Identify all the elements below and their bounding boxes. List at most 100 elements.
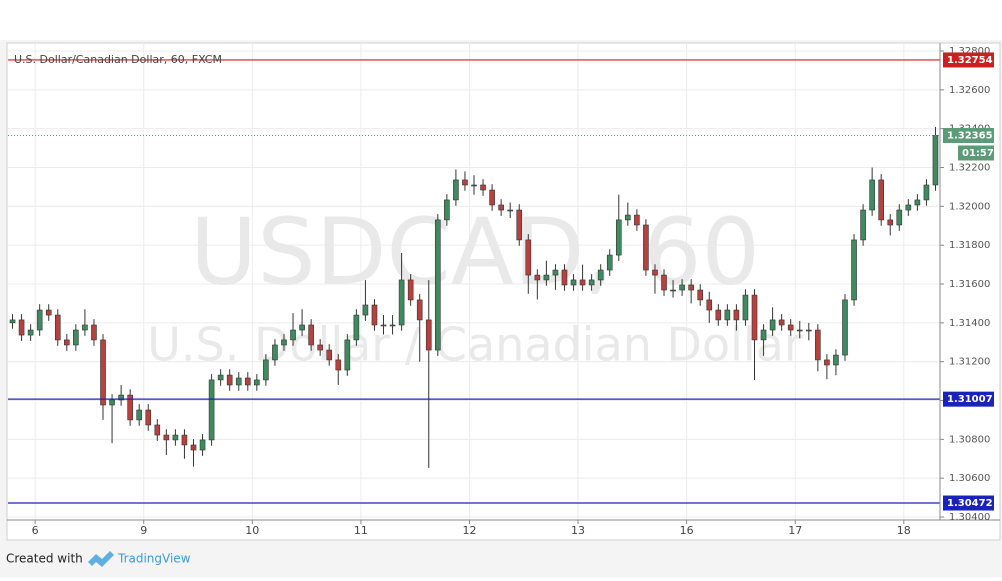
level-label: 1.31007 xyxy=(947,394,993,405)
last-price-label: 1.32365 xyxy=(947,130,993,141)
candle-body xyxy=(235,377,242,386)
candle-body xyxy=(462,179,468,186)
candle-body xyxy=(534,274,541,281)
candle-body xyxy=(9,319,16,324)
candle-body xyxy=(254,379,260,386)
candle-body xyxy=(796,329,803,332)
candle-body xyxy=(579,279,586,286)
candle-body xyxy=(82,324,88,331)
candle-body xyxy=(317,344,323,351)
candle-body xyxy=(371,304,378,326)
candle-body xyxy=(914,199,921,206)
candle-body xyxy=(91,324,97,341)
candle-body xyxy=(335,359,342,371)
candle-body xyxy=(597,269,604,281)
level-label-box xyxy=(943,52,994,68)
candle-body xyxy=(625,214,631,221)
y-tick-label: 1.31400 xyxy=(949,318,990,329)
candle-body xyxy=(244,377,251,386)
candle-body xyxy=(208,379,215,441)
candle-body xyxy=(833,354,839,366)
candle-body xyxy=(109,399,115,406)
candle-body xyxy=(706,299,713,311)
level-label-box xyxy=(943,495,994,511)
candle-body xyxy=(444,199,450,221)
y-tick-label: 1.31800 xyxy=(949,240,990,251)
candle-body xyxy=(136,409,143,421)
candle-body xyxy=(643,224,649,271)
candle-body xyxy=(670,289,676,292)
candle-body xyxy=(824,359,830,366)
candle-body xyxy=(226,374,233,386)
plot xyxy=(8,59,940,504)
y-tick-label: 1.32800 xyxy=(949,46,990,57)
candle-body xyxy=(407,279,414,301)
y-tick-label: 1.31200 xyxy=(949,357,990,368)
candle-body xyxy=(715,309,722,321)
candle-body xyxy=(100,339,106,406)
candle-body xyxy=(742,294,749,321)
brand[interactable]: TradingView xyxy=(117,552,191,566)
candle-body xyxy=(362,304,369,316)
candle-body xyxy=(290,329,296,341)
candle-body xyxy=(127,394,133,421)
candle-body xyxy=(652,269,658,276)
candle-body xyxy=(27,329,34,336)
candle-body xyxy=(905,204,912,211)
candle-body xyxy=(570,279,577,286)
candle-body xyxy=(480,184,486,191)
candle-body xyxy=(760,329,767,341)
candle-body xyxy=(860,209,866,241)
x-tick-label: 17 xyxy=(788,524,802,537)
candle-body xyxy=(398,279,405,326)
candle-body xyxy=(869,179,875,211)
candle-body xyxy=(724,309,731,321)
candle-body xyxy=(923,184,930,201)
candle-body xyxy=(751,294,758,341)
candle-body xyxy=(932,135,939,186)
chart-frame xyxy=(6,42,1001,541)
candle-body xyxy=(281,339,287,346)
candle-body xyxy=(272,344,278,361)
candle-body xyxy=(73,329,79,346)
candle-body xyxy=(181,434,188,446)
candle-body xyxy=(815,329,821,361)
y-tick-label: 1.30800 xyxy=(949,434,990,445)
level-label-box xyxy=(943,391,994,407)
countdown: 01:57 xyxy=(962,148,994,159)
y-tick-label: 1.31600 xyxy=(949,279,990,290)
candle-body xyxy=(896,209,903,226)
candle-body xyxy=(507,209,513,212)
top-bar xyxy=(0,0,1002,40)
x-tick-label: 18 xyxy=(897,524,911,537)
candle-body xyxy=(516,209,523,241)
candle-body xyxy=(787,324,794,331)
countdown-box xyxy=(958,145,994,161)
candle-body xyxy=(36,309,43,331)
chart-title: U.S. Dollar/Canadian Dollar, 60, FXCM xyxy=(14,53,222,66)
x-tick-label: 12 xyxy=(462,524,476,537)
candle-body xyxy=(425,319,432,351)
x-tick-label: 10 xyxy=(245,524,259,537)
x-tick-label: 16 xyxy=(680,524,694,537)
candle-body xyxy=(688,284,694,291)
candle-body xyxy=(561,269,568,286)
last-price-box xyxy=(943,127,994,143)
candle-body xyxy=(588,279,595,286)
candle-body xyxy=(217,374,224,381)
candle-body xyxy=(615,219,622,256)
candle-body xyxy=(543,274,550,281)
y-tick-label: 1.30600 xyxy=(949,473,990,484)
candle-body xyxy=(842,299,848,356)
candle-body xyxy=(326,349,333,361)
candle-body xyxy=(145,409,152,426)
candle-body xyxy=(435,219,441,351)
candle-body xyxy=(299,324,305,331)
candle-body xyxy=(679,284,685,291)
candle-body xyxy=(634,214,640,226)
candle-body xyxy=(769,319,776,331)
candle-body xyxy=(389,324,396,327)
candle-body xyxy=(498,204,504,211)
candle-body xyxy=(199,439,206,451)
candle-body xyxy=(344,339,351,371)
